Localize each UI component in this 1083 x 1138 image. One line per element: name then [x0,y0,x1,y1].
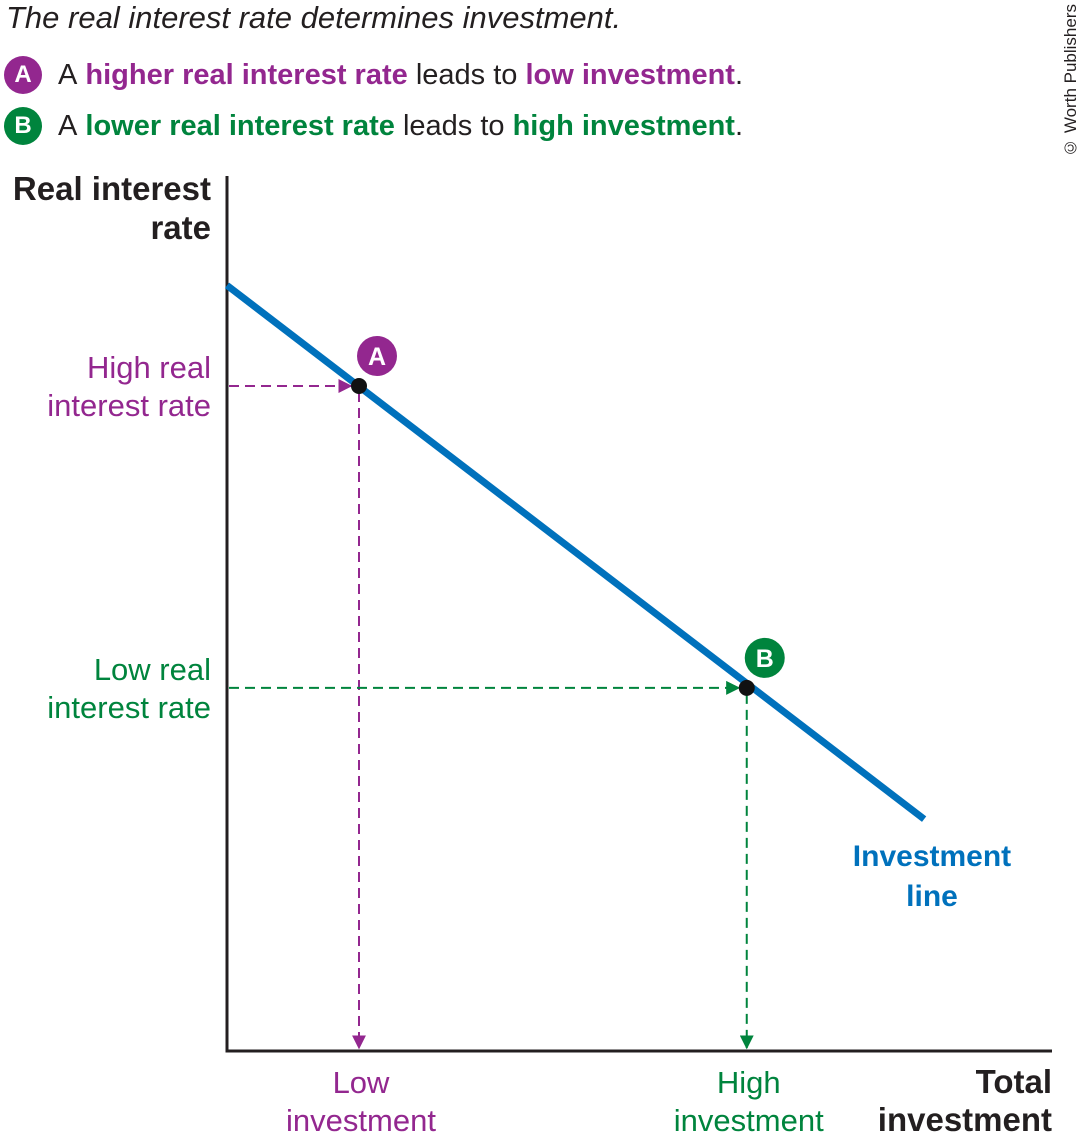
x-label-a-line-1: Low [333,1065,390,1100]
chart-title: The real interest rate determines invest… [6,0,622,35]
x-axis-title-line-1: Total [976,1063,1052,1100]
point-badge-b-icon [744,637,785,678]
note-a-prefix: A [58,58,78,91]
y-label-b-line-1: Low real [94,652,211,687]
note-a-highlight2: low investment [525,58,735,91]
note-a-middle: leads to [415,58,518,91]
point-a [351,378,367,394]
x-label-b-line-2: investment [674,1103,824,1138]
note-a-suffix: . [734,58,744,91]
y-label-b-line-2: interest rate [47,690,211,725]
point-badge-a-label: A [368,343,386,371]
y-axis-title-line-2: rate [150,209,211,246]
investment-line [224,282,927,822]
note-b-highlight1: lower real interest rate [85,109,395,142]
series-label-line-2: line [906,880,958,913]
y-axis-title-line-1: Real interest [13,170,211,207]
point-b [738,679,755,696]
note-a-highlight1: higher real interest rate [85,58,408,91]
y-label-a-line-2: interest rate [47,388,211,423]
note-b: B A lower real interest rate leads to hi… [4,107,743,145]
note-b-middle: leads to [402,109,505,142]
x-axis-title-line-2: investment [878,1101,1052,1138]
note-b-prefix: A [58,109,78,142]
point-badge-a-icon [357,336,397,376]
y-label-a-line-1: High real [87,350,211,385]
series-label-line-1: Investment [853,840,1011,873]
note-b-suffix: . [734,109,744,142]
point-badge-b-label: B [756,645,774,673]
note-a: A A higher real interest rate leads to l… [4,56,743,94]
x-label-b-line-1: High [717,1065,781,1100]
x-label-a-line-2: investment [286,1103,436,1138]
badge-a-icon: A [4,56,42,94]
note-b-highlight2: high investment [512,109,735,142]
badge-b-icon: B [4,107,42,145]
